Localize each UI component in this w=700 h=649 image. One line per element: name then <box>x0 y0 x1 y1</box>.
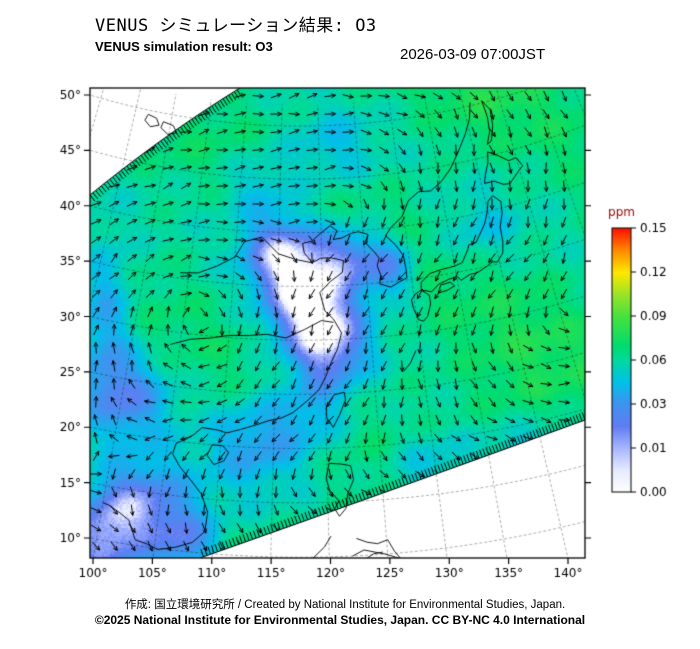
credit-line: 作成: 国立環境研究所 / Created by National Instit… <box>124 599 566 611</box>
timestamp-label: 2026-03-09 07:00JST <box>400 46 546 63</box>
copyright-line: ©2025 National Institute for Environment… <box>94 613 586 627</box>
title-japanese: VENUS シミュレーション結果: O3 <box>95 16 377 36</box>
title-english: VENUS simulation result: O3 <box>95 39 273 54</box>
